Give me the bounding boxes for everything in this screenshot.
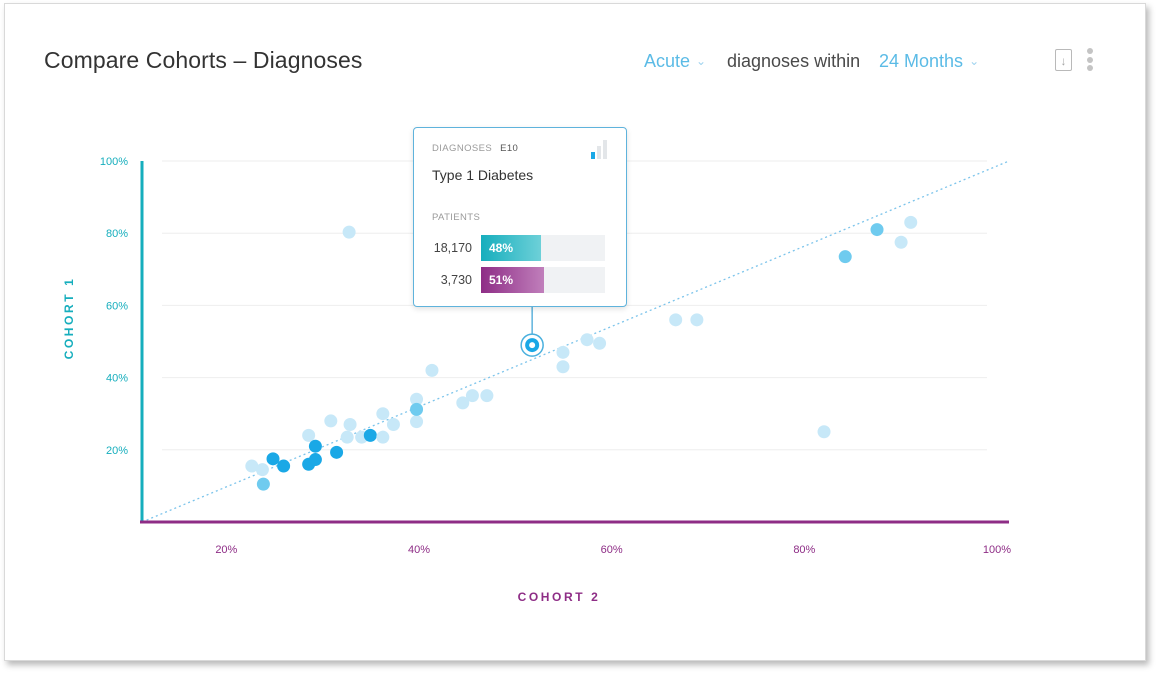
y-tick-labels: 20% 40% 60% 80% 100%: [100, 156, 128, 457]
data-point[interactable]: [256, 477, 270, 491]
data-point[interactable]: [324, 414, 338, 428]
data-point[interactable]: [342, 225, 356, 239]
time-period-value: 24 Months: [879, 51, 964, 71]
diagnosis-name: Type 1 Diabetes: [432, 167, 534, 183]
data-point[interactable]: [690, 313, 704, 327]
data-point[interactable]: [376, 430, 390, 444]
data-point[interactable]: [255, 463, 269, 477]
x-tick-labels: 20% 40% 60% 80% 100%: [215, 544, 1011, 556]
data-point[interactable]: [556, 360, 570, 374]
data-point[interactable]: [410, 415, 424, 429]
data-point[interactable]: [465, 389, 479, 403]
data-point[interactable]: [425, 363, 439, 377]
data-point[interactable]: [386, 418, 400, 432]
data-point[interactable]: [266, 452, 280, 466]
x-tick-label: 40%: [408, 544, 430, 556]
y-axis-title: COHORT 1: [62, 277, 76, 360]
diagnosis-type-value: Acute: [644, 51, 691, 71]
cohort2-percent: 51%: [489, 273, 514, 287]
data-point[interactable]: [894, 235, 908, 249]
data-point[interactable]: [669, 313, 683, 327]
diagnosis-code: E10: [500, 143, 519, 154]
data-point[interactable]: [456, 396, 470, 410]
cohort1-patient-count: 18,170: [433, 241, 472, 255]
data-point[interactable]: [308, 453, 322, 467]
data-point[interactable]: [410, 402, 424, 416]
cohort2-patients-row: 3,730 51%: [414, 267, 628, 293]
diagnosis-type-dropdown[interactable]: Acute ⌄: [644, 51, 706, 72]
signal-bars-icon: [591, 139, 609, 159]
patients-label: PATIENTS: [432, 212, 481, 223]
data-point[interactable]: [277, 459, 291, 473]
selected-point[interactable]: [520, 333, 544, 357]
more-vertical-icon[interactable]: [1086, 48, 1094, 72]
cohort1-percent: 48%: [489, 241, 514, 255]
cohort1-bar-track: 48%: [481, 235, 605, 261]
chart-card: [4, 3, 1146, 661]
x-axis-title: COHORT 2: [518, 590, 601, 604]
x-tick-label: 60%: [601, 544, 623, 556]
x-tick-label: 80%: [793, 544, 815, 556]
y-tick-label: 100%: [100, 156, 128, 168]
data-point[interactable]: [343, 418, 357, 432]
chevron-down-icon: ⌄: [696, 54, 707, 68]
time-period-dropdown[interactable]: 24 Months ⌄: [879, 51, 979, 72]
data-point[interactable]: [330, 445, 344, 459]
chevron-down-icon: ⌄: [969, 54, 980, 68]
tooltip-header: DIAGNOSES E10: [432, 143, 518, 154]
data-point[interactable]: [870, 223, 884, 237]
download-document-icon[interactable]: ↓: [1055, 49, 1072, 71]
data-point[interactable]: [340, 430, 354, 444]
y-tick-label: 80%: [106, 228, 128, 240]
data-point[interactable]: [593, 336, 607, 350]
filter-connector-text: diagnoses within: [727, 51, 861, 71]
diagnosis-tooltip: DIAGNOSES E10 Type 1 Diabetes PATIENTS 18…: [413, 127, 627, 307]
data-point[interactable]: [904, 215, 918, 229]
page-title: Compare Cohorts – Diagnoses: [44, 47, 363, 73]
data-point[interactable]: [308, 439, 322, 453]
data-point[interactable]: [817, 425, 831, 439]
y-tick-label: 60%: [106, 300, 128, 312]
data-point[interactable]: [245, 459, 259, 473]
cohort2-patient-count: 3,730: [440, 273, 472, 287]
data-point[interactable]: [410, 392, 424, 406]
data-point[interactable]: [302, 428, 316, 442]
cohort2-bar-track: 51%: [481, 267, 605, 293]
x-tick-label: 20%: [215, 544, 237, 556]
x-tick-label: 100%: [983, 544, 1011, 556]
data-points: [245, 215, 918, 491]
cohort1-patients-row: 18,170 48%: [414, 235, 628, 261]
y-tick-label: 20%: [106, 445, 128, 457]
data-point[interactable]: [556, 345, 570, 359]
selected-point-center: [529, 342, 536, 349]
data-point[interactable]: [580, 333, 594, 347]
tooltip-category-label: DIAGNOSES: [432, 143, 493, 154]
data-point[interactable]: [363, 428, 377, 442]
data-point[interactable]: [376, 407, 390, 421]
cohort2-bar-fill: [481, 267, 545, 293]
cohort1-bar-fill: [481, 235, 541, 261]
data-point[interactable]: [480, 389, 494, 403]
y-tick-label: 40%: [106, 373, 128, 385]
data-point[interactable]: [838, 250, 852, 264]
